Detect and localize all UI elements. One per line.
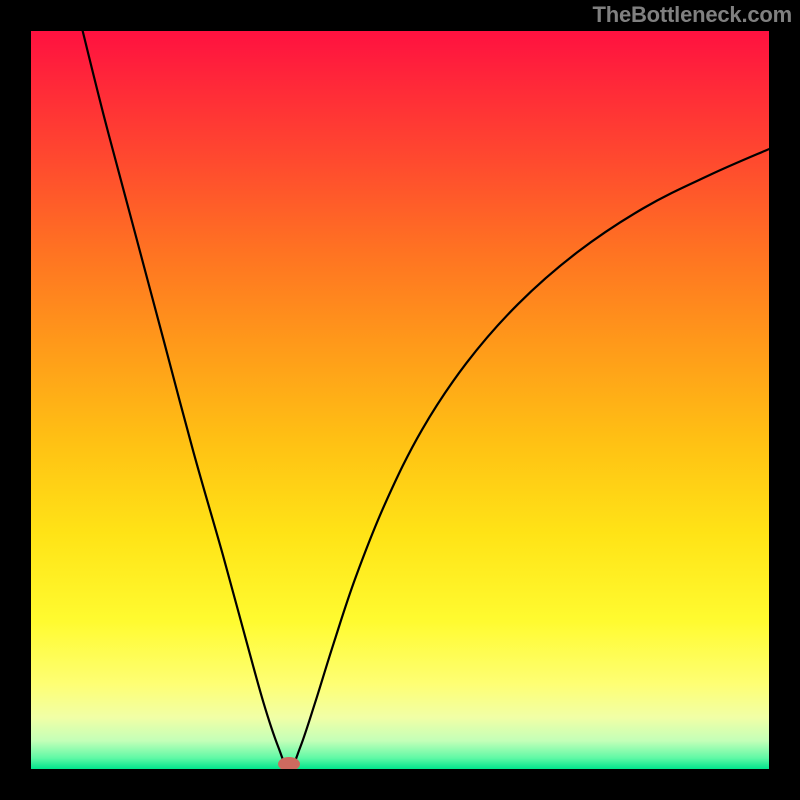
optimal-point-marker <box>278 757 300 769</box>
bottleneck-curve <box>31 31 769 769</box>
watermark-text: TheBottleneck.com <box>592 2 792 28</box>
plot-outer-frame <box>0 0 800 800</box>
plot-area <box>31 31 769 769</box>
curve-path <box>83 31 769 769</box>
